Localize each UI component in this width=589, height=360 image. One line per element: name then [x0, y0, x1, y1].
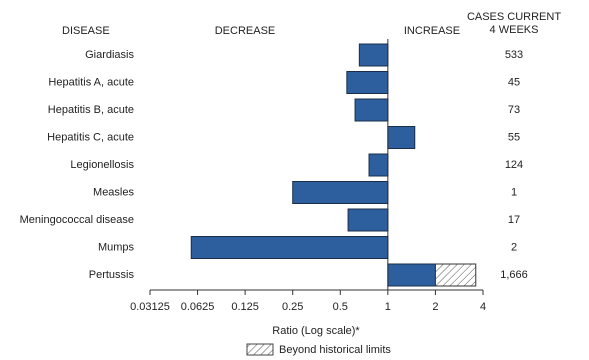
bar	[354, 98, 389, 122]
x-tick-label: 0.03125	[130, 301, 170, 313]
category-label: Mumps	[98, 241, 135, 253]
header: INCREASE	[404, 25, 460, 37]
header: DISEASE	[62, 25, 110, 37]
x-tick-label: 4	[480, 301, 486, 313]
bar-beyond-limits	[434, 263, 477, 287]
category-label: Measles	[93, 186, 134, 198]
cases-label: 2	[511, 241, 517, 253]
bar	[387, 126, 416, 149]
x-tick-label: 0.125	[231, 301, 259, 313]
x-axis-label: Ratio (Log scale)*	[272, 325, 360, 337]
x-tick-label: 1	[385, 301, 391, 313]
cases-label: 73	[508, 104, 520, 116]
bar	[347, 208, 389, 232]
bar	[387, 263, 436, 287]
x-tick-label: 2	[432, 301, 438, 313]
header: DECREASE	[215, 25, 276, 37]
bar	[368, 153, 389, 177]
category-label: Giardiasis	[85, 49, 134, 61]
cases-label: 533	[505, 49, 523, 61]
legend-swatch	[246, 343, 274, 356]
category-label: Legionellosis	[70, 159, 134, 171]
x-tick-label: 0.5	[333, 301, 348, 313]
bar	[292, 181, 389, 204]
x-tick-label: 0.25	[282, 301, 303, 313]
cases-label: 1,666	[500, 269, 528, 281]
category-label: Hepatitis A, acute	[48, 76, 134, 88]
header: 4 WEEKS	[490, 24, 539, 36]
category-label: Hepatitis B, acute	[48, 104, 134, 116]
bar	[346, 71, 389, 94]
header: CASES CURRENT	[467, 11, 561, 23]
cases-label: 1	[511, 186, 517, 198]
legend-label: Beyond historical limits	[279, 344, 391, 356]
cases-label: 45	[508, 76, 520, 88]
category-label: Hepatitis C, acute	[47, 131, 134, 143]
cases-label: 124	[505, 159, 523, 171]
cases-label: 55	[508, 131, 520, 143]
bar	[358, 43, 389, 67]
category-label: Meningococcal disease	[20, 214, 134, 226]
x-tick-label: 0.0625	[181, 301, 215, 313]
cases-label: 17	[508, 214, 520, 226]
category-label: Pertussis	[89, 269, 135, 281]
bar	[190, 236, 389, 259]
